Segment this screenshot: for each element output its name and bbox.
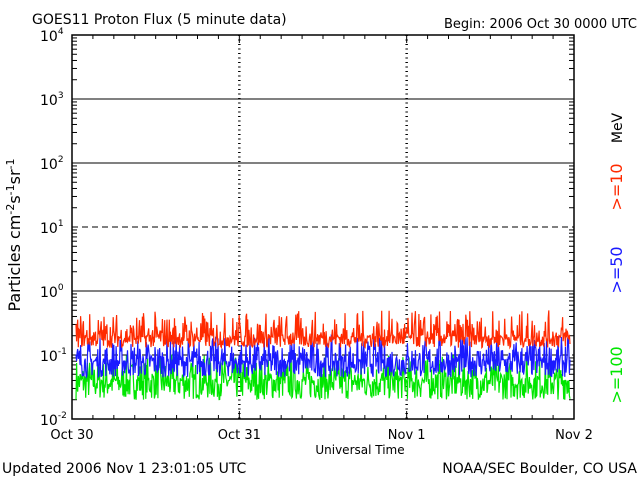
legend-unit: MeV bbox=[610, 112, 626, 143]
series-line-ge50 bbox=[75, 334, 571, 380]
y-tick-label: 101 bbox=[40, 219, 64, 237]
chart-title: GOES11 Proton Flux (5 minute data) bbox=[32, 12, 287, 28]
x-tick-label: Oct 30 bbox=[50, 428, 93, 443]
y-tick-label: 10-2 bbox=[40, 411, 67, 429]
legend-item: >=50 bbox=[607, 246, 626, 293]
legend-item: >=10 bbox=[607, 163, 626, 210]
y-axis-label: Particles cm-2s-1sr-1 bbox=[4, 158, 24, 311]
legend-item: >=100 bbox=[607, 346, 626, 403]
y-tick-label: 10-1 bbox=[40, 347, 67, 365]
y-tick-label: 100 bbox=[40, 283, 64, 301]
legend: >=10 >=50 >=100 bbox=[607, 163, 626, 403]
y-tick-label: 102 bbox=[40, 155, 64, 173]
series-line-ge10 bbox=[75, 310, 571, 350]
series-line-ge100 bbox=[75, 353, 571, 401]
x-tick-label: Nov 2 bbox=[555, 428, 593, 443]
y-tick-label: 103 bbox=[40, 91, 64, 109]
updated-timestamp: Updated 2006 Nov 1 23:01:05 UTC bbox=[2, 461, 247, 477]
x-tick-label: Nov 1 bbox=[388, 428, 426, 443]
credit: NOAA/SEC Boulder, CO USA bbox=[442, 461, 637, 477]
x-axis-label: Universal Time bbox=[315, 443, 404, 457]
begin-time: Begin: 2006 Oct 30 0000 UTC bbox=[444, 17, 637, 32]
y-tick-label: 104 bbox=[40, 27, 64, 45]
plot-frame bbox=[71, 34, 575, 420]
x-tick-label: Oct 31 bbox=[218, 428, 261, 443]
